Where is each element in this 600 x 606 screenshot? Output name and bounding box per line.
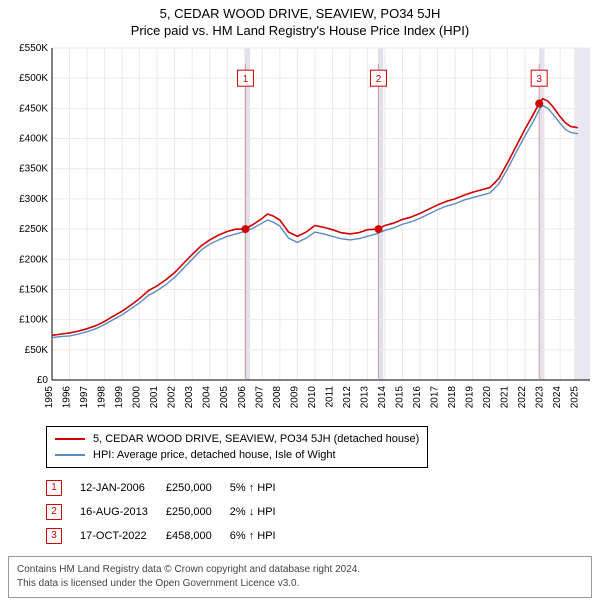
svg-text:2024: 2024 [552, 386, 563, 409]
legend-item: 5, CEDAR WOOD DRIVE, SEAVIEW, PO34 5JH (… [55, 431, 419, 447]
sale-price: £250,000 [166, 500, 230, 524]
legend-swatch [55, 454, 85, 456]
svg-text:2022: 2022 [517, 386, 528, 409]
svg-text:1995: 1995 [44, 386, 55, 409]
svg-text:2012: 2012 [342, 386, 353, 409]
sale-marker-num: 1 [46, 480, 62, 496]
svg-text:2011: 2011 [324, 386, 335, 408]
sale-delta: 2% ↓ HPI [230, 500, 294, 524]
svg-text:2013: 2013 [359, 386, 370, 409]
svg-text:2007: 2007 [254, 386, 265, 409]
legend-swatch [55, 438, 85, 440]
sale-price: £458,000 [166, 524, 230, 548]
svg-text:£50K: £50K [25, 345, 49, 356]
svg-text:2025: 2025 [570, 386, 581, 409]
footer-line: Contains HM Land Registry data © Crown c… [17, 563, 583, 577]
chart-legend: 5, CEDAR WOOD DRIVE, SEAVIEW, PO34 5JH (… [46, 426, 428, 468]
svg-text:2005: 2005 [219, 386, 230, 409]
sales-row: 1 12-JAN-2006£250,0005% ↑ HPI [46, 476, 294, 500]
sale-delta: 6% ↑ HPI [230, 524, 294, 548]
svg-text:2004: 2004 [202, 386, 213, 409]
svg-text:2019: 2019 [465, 386, 476, 409]
svg-text:2018: 2018 [447, 386, 458, 409]
svg-text:1998: 1998 [97, 386, 108, 409]
svg-text:2010: 2010 [307, 386, 318, 409]
svg-text:2002: 2002 [167, 386, 178, 409]
svg-text:£250K: £250K [19, 224, 48, 235]
svg-text:1: 1 [243, 74, 249, 85]
sale-price: £250,000 [166, 476, 230, 500]
sale-date: 16-AUG-2013 [80, 500, 166, 524]
title-subtitle: Price paid vs. HM Land Registry's House … [8, 23, 592, 38]
svg-text:£150K: £150K [19, 284, 48, 295]
sale-date: 12-JAN-2006 [80, 476, 166, 500]
svg-text:1997: 1997 [79, 386, 90, 409]
svg-text:2017: 2017 [430, 386, 441, 409]
legend-label: HPI: Average price, detached house, Isle… [93, 447, 336, 463]
svg-text:2016: 2016 [412, 386, 423, 409]
svg-text:2021: 2021 [500, 386, 511, 409]
price-chart: £0 £50K £100K £150K £200K £250K £300K £350K £400… [8, 44, 592, 420]
svg-text:1999: 1999 [114, 386, 125, 409]
svg-text:£450K: £450K [19, 103, 48, 114]
svg-text:2023: 2023 [535, 386, 546, 409]
svg-text:£0: £0 [37, 375, 49, 386]
footer-attribution: Contains HM Land Registry data © Crown c… [8, 556, 592, 598]
svg-text:3: 3 [536, 74, 542, 85]
svg-text:2009: 2009 [289, 386, 300, 409]
sale-date: 17-OCT-2022 [80, 524, 166, 548]
svg-text:2000: 2000 [132, 386, 143, 409]
legend-item: HPI: Average price, detached house, Isle… [55, 447, 419, 463]
svg-text:£200K: £200K [19, 254, 48, 265]
svg-text:2008: 2008 [272, 386, 283, 409]
svg-text:£500K: £500K [19, 73, 48, 84]
svg-text:2: 2 [376, 74, 382, 85]
svg-text:2020: 2020 [482, 386, 493, 409]
svg-text:£350K: £350K [19, 164, 48, 175]
svg-text:£550K: £550K [19, 44, 48, 54]
sale-marker-num: 2 [46, 504, 62, 520]
svg-text:£100K: £100K [19, 315, 48, 326]
svg-text:£400K: £400K [19, 134, 48, 145]
sales-table: 1 12-JAN-2006£250,0005% ↑ HPI 2 16-AUG-2013… [46, 476, 294, 548]
sale-delta: 5% ↑ HPI [230, 476, 294, 500]
legend-label: 5, CEDAR WOOD DRIVE, SEAVIEW, PO34 5JH (… [93, 431, 419, 447]
svg-text:£300K: £300K [19, 194, 48, 205]
svg-text:2003: 2003 [184, 386, 195, 409]
sales-row: 3 17-OCT-2022£458,0006% ↑ HPI [46, 524, 294, 548]
svg-text:1996: 1996 [62, 386, 73, 409]
svg-text:2014: 2014 [377, 386, 388, 409]
footer-line: This data is licensed under the Open Gov… [17, 577, 583, 591]
sales-row: 2 16-AUG-2013£250,0002% ↓ HPI [46, 500, 294, 524]
svg-text:2015: 2015 [394, 386, 405, 409]
sale-marker-num: 3 [46, 528, 62, 544]
svg-text:2006: 2006 [237, 386, 248, 409]
svg-text:2001: 2001 [149, 386, 160, 409]
title-address: 5, CEDAR WOOD DRIVE, SEAVIEW, PO34 5JH [8, 6, 592, 21]
